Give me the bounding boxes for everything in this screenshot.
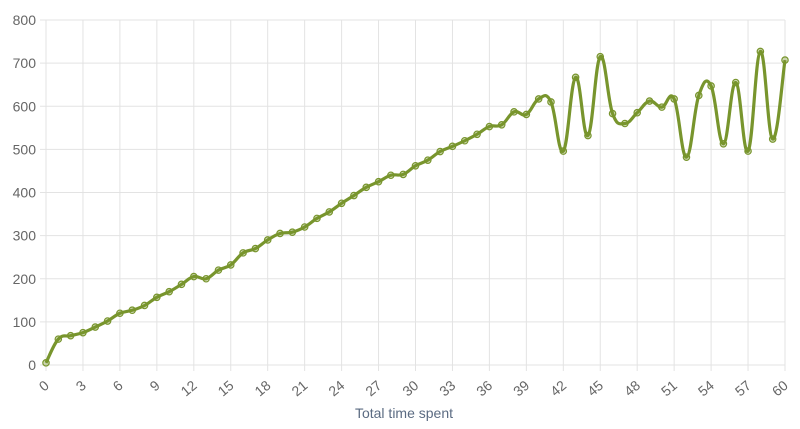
data-point [202, 274, 210, 283]
data-point [116, 309, 124, 318]
data-point [731, 78, 740, 87]
data-point [288, 228, 297, 236]
data-point [719, 139, 728, 148]
data-point [263, 236, 272, 244]
data-point [387, 171, 395, 180]
data-point [239, 249, 247, 257]
x-tick-label: 3 [73, 377, 89, 394]
data-point [300, 223, 309, 231]
data-point [547, 98, 555, 106]
x-tick-label: 51 [658, 377, 680, 399]
x-tick-label: 9 [147, 377, 163, 394]
data-point [350, 191, 358, 200]
data-point [497, 120, 506, 129]
data-point [633, 108, 642, 117]
series-layer [42, 47, 789, 367]
data-point [768, 135, 777, 143]
x-tick-label: 21 [288, 377, 310, 399]
data-point [534, 95, 543, 103]
x-tick-label: 36 [473, 377, 495, 399]
data-point [694, 91, 703, 100]
x-tick-label: 18 [251, 377, 273, 399]
data-point [325, 208, 334, 216]
data-point [645, 97, 654, 105]
data-point [707, 82, 715, 90]
data-point [658, 103, 666, 111]
data-point [522, 110, 531, 119]
data-point [54, 335, 63, 343]
data-point [424, 156, 432, 164]
x-tick-label: 0 [36, 377, 52, 394]
data-point [66, 331, 75, 340]
y-tick-label: 400 [13, 185, 37, 201]
data-point [744, 147, 752, 155]
data-point [362, 183, 371, 192]
y-tick-label: 500 [13, 141, 37, 157]
data-point [460, 136, 469, 145]
data-point [165, 287, 173, 296]
data-point [559, 147, 568, 155]
data-point [226, 261, 235, 269]
data-point [337, 199, 346, 208]
grid-lines [40, 19, 786, 371]
y-tick-label: 800 [13, 12, 37, 28]
data-point [91, 323, 100, 331]
data-point [682, 153, 691, 161]
x-tick-label: 48 [621, 377, 643, 399]
x-tick-label: 24 [325, 377, 347, 399]
data-point [608, 109, 617, 118]
data-point [153, 293, 161, 302]
data-point [584, 131, 592, 140]
data-point [374, 177, 383, 186]
x-tick-label: 33 [436, 377, 458, 399]
x-tick-label: 60 [769, 377, 791, 399]
x-tick-label: 57 [732, 377, 754, 399]
x-tick-label: 30 [399, 377, 421, 399]
data-point [399, 170, 407, 179]
data-point [670, 95, 678, 103]
data-point [276, 229, 284, 238]
data-point [596, 52, 605, 61]
x-axis-title: Total time spent [355, 405, 453, 421]
data-point [313, 214, 321, 223]
data-point [190, 272, 198, 281]
x-tick-label: 39 [510, 377, 532, 399]
data-point [571, 73, 580, 82]
x-axis-ticks: 0 3 6 9 12 15 18 21 24 27 30 33 36 39 42 45 48 51 54 57 60 [36, 377, 791, 399]
x-tick-label: 45 [584, 377, 606, 399]
y-tick-label: 700 [13, 55, 37, 71]
data-point [128, 306, 137, 315]
x-tick-label: 15 [214, 377, 236, 399]
data-point [448, 142, 457, 151]
data-point [436, 147, 444, 156]
y-axis-ticks: 0 100 200 300 400 500 600 700 800 [13, 12, 37, 373]
x-tick-label: 12 [178, 377, 200, 399]
y-tick-label: 100 [13, 314, 37, 330]
data-point [781, 56, 789, 64]
data-point [42, 359, 50, 367]
y-tick-label: 300 [13, 228, 37, 244]
x-tick-label: 6 [110, 377, 126, 394]
x-tick-label: 27 [362, 377, 384, 399]
y-tick-label: 600 [13, 98, 37, 114]
data-point [140, 301, 149, 310]
data-point [177, 280, 186, 289]
data-point [621, 119, 629, 128]
data-point [79, 328, 87, 337]
data-point [485, 122, 494, 131]
data-point [756, 47, 765, 56]
y-tick-label: 0 [28, 357, 36, 373]
data-point [214, 266, 223, 274]
data-point [411, 161, 420, 170]
data-point [510, 108, 518, 116]
data-point [103, 317, 112, 325]
data-point [251, 244, 260, 253]
data-point [473, 130, 481, 139]
y-tick-label: 200 [13, 271, 37, 287]
x-tick-label: 42 [547, 377, 569, 399]
x-tick-label: 54 [695, 377, 717, 399]
